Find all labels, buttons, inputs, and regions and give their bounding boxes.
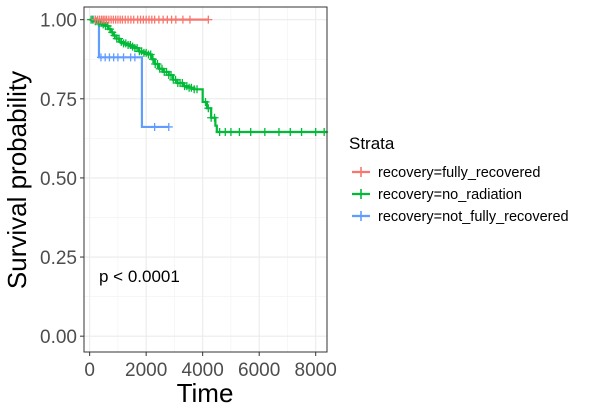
censor-mark <box>286 128 295 137</box>
plot-border <box>83 6 328 353</box>
x-tick-label: 0 <box>84 360 95 381</box>
y-axis-ticks: 0.00 0.25 0.50 0.75 1.00 <box>40 11 84 348</box>
censor-mark <box>204 104 213 113</box>
legend-label: recovery=fully_recovered <box>378 165 540 181</box>
y-axis-title: Survival probability <box>2 71 32 289</box>
censor-mark <box>246 128 255 137</box>
x-tick-label: 2000 <box>125 360 167 381</box>
censor-mark <box>226 128 235 137</box>
censor-mark <box>311 128 320 137</box>
censor-mark <box>153 59 162 68</box>
censor-mark <box>274 128 283 137</box>
censor-mark <box>150 122 159 131</box>
legend-label: recovery=no_radiation <box>378 187 522 203</box>
censor-mark <box>201 97 210 106</box>
censor-mark <box>235 128 244 137</box>
legend: Strata recovery=fully_recovered recovery… <box>349 134 569 225</box>
censor-mark <box>210 113 219 122</box>
censor-mark <box>178 15 187 24</box>
censor-mark <box>185 15 194 24</box>
y-tick-label: 0.25 <box>40 248 77 269</box>
x-axis-title: Time <box>177 378 234 408</box>
p-value-annotation: p < 0.0001 <box>99 267 180 286</box>
censor-mark <box>193 85 202 94</box>
censor-mark <box>204 15 213 24</box>
censor-mark <box>146 50 155 59</box>
y-tick-label: 0.00 <box>40 327 77 348</box>
censor-mark <box>297 128 306 137</box>
legend-keys <box>352 167 370 221</box>
y-tick-label: 1.00 <box>40 11 77 32</box>
censor-mark <box>119 53 128 62</box>
censor-mark <box>130 53 139 62</box>
censor-marks <box>87 15 329 137</box>
x-axis-ticks: 0 2000 4000 6000 8000 <box>84 352 337 381</box>
censor-mark <box>171 15 180 24</box>
plot-panel <box>84 7 327 352</box>
x-tick-label: 4000 <box>182 360 224 381</box>
x-tick-label: 8000 <box>295 360 337 381</box>
censor-mark <box>148 55 157 64</box>
x-tick-label: 6000 <box>238 360 280 381</box>
legend-title: Strata <box>349 134 395 153</box>
censor-mark <box>260 128 269 137</box>
y-tick-label: 0.75 <box>40 90 77 111</box>
censor-mark <box>164 122 173 131</box>
y-tick-label: 0.50 <box>40 169 77 190</box>
legend-label: recovery=not_fully_recovered <box>378 209 569 225</box>
censor-mark <box>167 71 176 80</box>
